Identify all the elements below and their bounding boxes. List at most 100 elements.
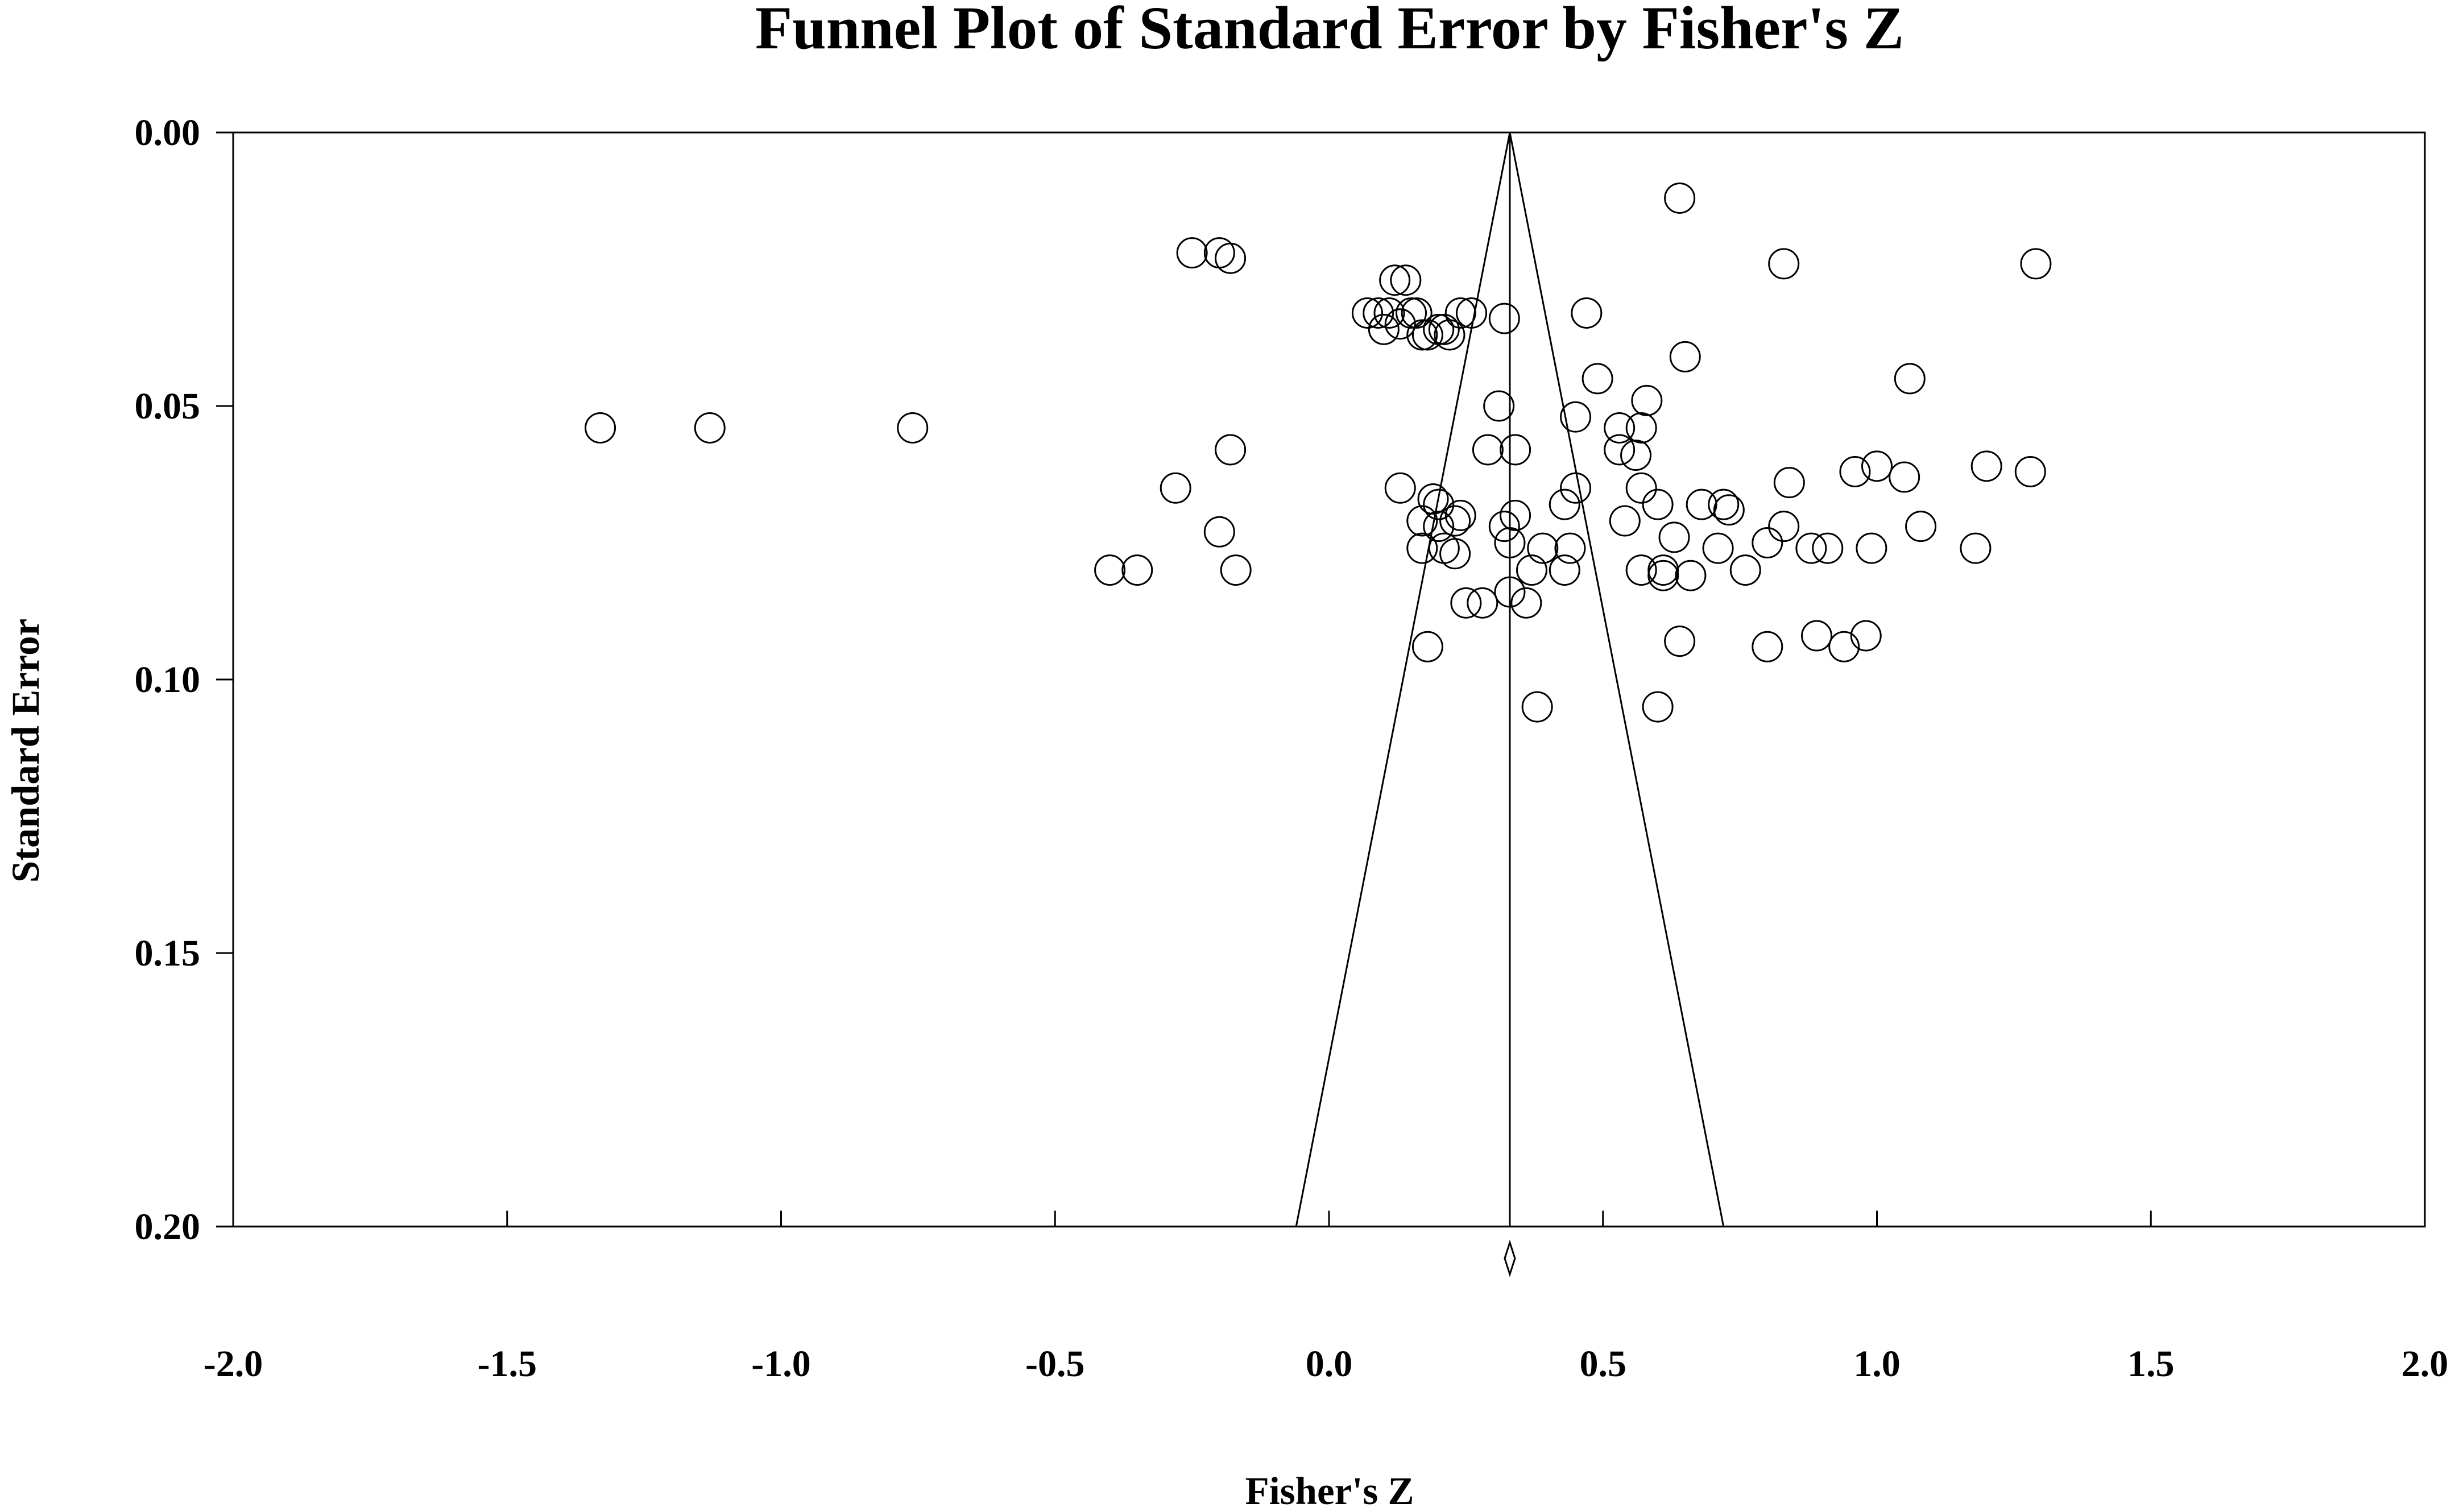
x-tick-label: 0.5 xyxy=(1580,1343,1627,1385)
study-point xyxy=(1456,297,1488,329)
study-point xyxy=(1642,691,1674,723)
study-point xyxy=(1647,554,1679,586)
study-point xyxy=(1215,434,1247,466)
study-point xyxy=(1488,511,1520,542)
study-point xyxy=(1450,587,1482,619)
study-point xyxy=(1856,532,1887,564)
study-point xyxy=(1889,461,1920,493)
study-point xyxy=(1620,440,1652,471)
study-point xyxy=(1625,554,1657,586)
study-point xyxy=(1428,532,1460,564)
study-point xyxy=(1664,182,1696,214)
x-tick-label: -1.5 xyxy=(478,1343,537,1385)
summary-effect-marker xyxy=(1504,1240,1516,1277)
study-point xyxy=(1483,390,1515,422)
y-tick-label: 0.20 xyxy=(135,1206,201,1248)
funnel-lines xyxy=(1295,132,1725,1227)
x-tick-label: 1.5 xyxy=(2127,1343,2175,1385)
y-tick-label: 0.05 xyxy=(135,386,201,427)
study-point xyxy=(1647,560,1679,591)
study-point xyxy=(1434,319,1465,351)
x-axis-title: Fisher's Z xyxy=(1245,1469,1414,1512)
study-point xyxy=(1444,297,1476,329)
x-tick-label: -2.0 xyxy=(204,1343,263,1385)
x-tick-label: 2.0 xyxy=(2402,1343,2449,1385)
study-point xyxy=(1373,297,1405,329)
study-point xyxy=(1625,472,1657,504)
summary-diamond xyxy=(1504,1240,1516,1277)
x-tick-label: -0.5 xyxy=(1025,1343,1084,1385)
study-point xyxy=(1658,521,1690,553)
study-point xyxy=(1384,308,1416,340)
study-point xyxy=(1669,341,1701,372)
study-point xyxy=(1905,511,1937,542)
study-point xyxy=(1664,625,1696,657)
study-point xyxy=(1500,434,1531,466)
study-point xyxy=(1642,488,1674,520)
study-point xyxy=(2020,248,2052,280)
study-point xyxy=(694,412,726,444)
study-point xyxy=(1560,472,1592,504)
study-point xyxy=(1604,434,1636,466)
study-point xyxy=(1839,455,1871,487)
study-point xyxy=(1384,472,1416,504)
study-point xyxy=(1729,554,1761,586)
study-points xyxy=(585,182,2052,723)
study-point xyxy=(1850,620,1882,652)
study-point xyxy=(1428,313,1460,345)
study-point xyxy=(1631,384,1663,416)
study-point xyxy=(1417,483,1449,515)
x-axis: -2.0 -1.5 -1.0 -0.5 0.0 0.5 1.0 1.5 2.0 xyxy=(204,1211,2448,1385)
study-point xyxy=(1560,401,1592,433)
study-point xyxy=(1488,303,1520,334)
study-point xyxy=(1970,450,2002,482)
study-point xyxy=(1549,488,1580,520)
study-point xyxy=(1406,505,1438,537)
study-point xyxy=(1439,505,1471,537)
study-point xyxy=(1675,560,1707,591)
funnel-left-line xyxy=(1295,132,1511,1227)
study-point xyxy=(1467,587,1498,619)
x-tick-label: -1.0 xyxy=(751,1343,810,1385)
study-point xyxy=(1203,516,1235,548)
funnel-right-line xyxy=(1509,132,1725,1227)
y-tick-label: 0.00 xyxy=(135,112,201,154)
study-point xyxy=(1220,554,1252,586)
study-point xyxy=(1406,532,1438,564)
study-point xyxy=(1423,488,1455,520)
study-point xyxy=(1702,532,1734,564)
study-point xyxy=(1571,297,1603,329)
study-point xyxy=(1411,631,1443,662)
study-point xyxy=(1401,297,1433,329)
study-point xyxy=(1768,248,1800,280)
study-point xyxy=(1494,527,1526,558)
study-point xyxy=(1203,237,1235,269)
study-point xyxy=(1604,412,1636,444)
study-point xyxy=(1444,499,1476,531)
study-point xyxy=(1549,554,1580,586)
study-point xyxy=(585,412,616,444)
study-point xyxy=(1768,511,1800,542)
y-axis: 0.00 0.05 0.10 0.15 0.20 xyxy=(135,112,233,1248)
study-point xyxy=(1472,434,1504,466)
y-tick-label: 0.15 xyxy=(135,933,201,974)
study-point xyxy=(1406,319,1438,351)
study-point xyxy=(1582,363,1613,395)
y-axis-title: Standard Error xyxy=(4,619,47,883)
study-point xyxy=(1801,620,1833,652)
study-point xyxy=(1500,499,1531,531)
study-point xyxy=(1351,297,1383,329)
study-point xyxy=(1121,554,1153,586)
study-point xyxy=(1708,488,1740,520)
study-point xyxy=(1390,264,1422,296)
study-point xyxy=(1363,297,1394,329)
study-point xyxy=(1527,532,1559,564)
study-point xyxy=(1160,472,1191,504)
study-point xyxy=(1713,494,1745,526)
study-point xyxy=(897,412,929,444)
study-point xyxy=(1423,511,1455,542)
study-point xyxy=(1510,587,1542,619)
study-point xyxy=(1795,532,1827,564)
study-point xyxy=(1752,631,1783,662)
